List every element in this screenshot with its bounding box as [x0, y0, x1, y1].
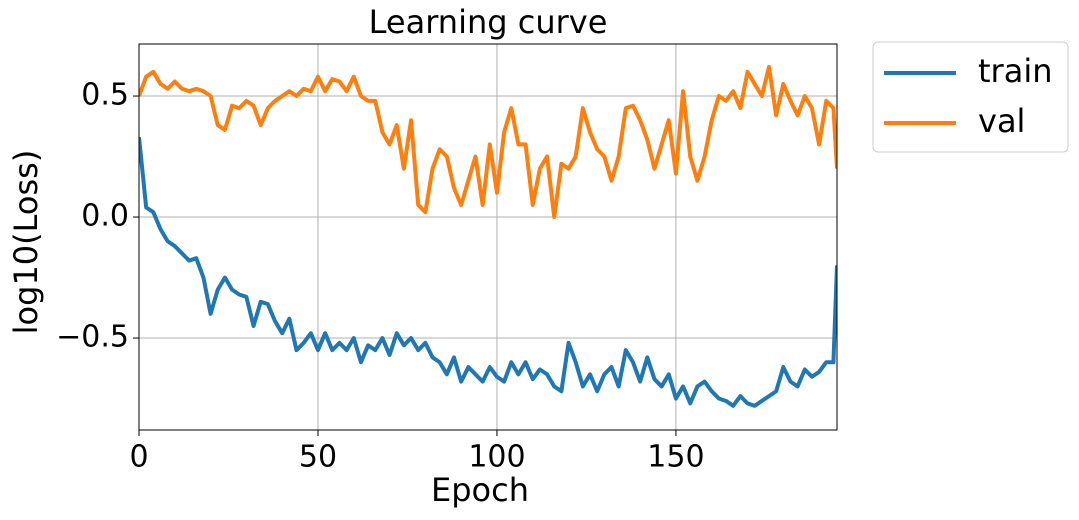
y-axis-label: log10(Loss) [7, 150, 45, 335]
x-tick-label: 0 [129, 440, 148, 475]
legend-label: train [978, 52, 1052, 90]
y-tick-label: 0.0 [81, 199, 129, 234]
y-tick-label: −0.5 [56, 320, 129, 355]
x-tick-label: 50 [299, 440, 337, 475]
legend-label: val [978, 102, 1025, 140]
series-line [139, 136, 837, 408]
x-tick-label: 150 [647, 440, 704, 475]
y-tick-label: 0.5 [81, 78, 129, 113]
x-tick-label: 100 [468, 440, 525, 475]
plot-frame [138, 43, 838, 431]
x-axis-label: Epoch [431, 471, 529, 509]
series-line [139, 64, 837, 220]
chart-title: Learning curve [369, 3, 608, 41]
